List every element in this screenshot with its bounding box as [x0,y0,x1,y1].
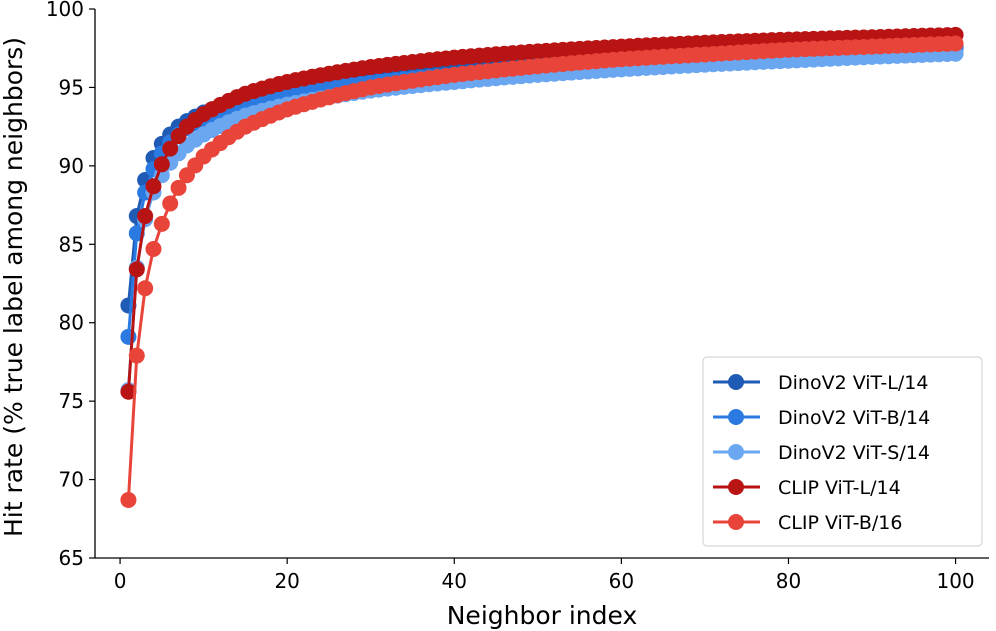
data-point [162,195,179,212]
x-tick-label: 40 [442,569,467,593]
legend-marker [728,479,744,495]
legend-frame [702,356,983,547]
legend-label: DinoV2 ViT-L/14 [778,372,928,394]
x-axis-title: Neighbor index [447,601,638,630]
x-tick-label: 80 [776,569,801,593]
series-4 [120,35,964,508]
legend: DinoV2 ViT-L/14 DinoV2 ViT-B/14 DinoV2 ViT… [702,356,983,547]
y-tick-label: 75 [59,389,84,413]
data-point [128,347,145,364]
legend-entry: DinoV2 ViT-L/14 [713,372,928,394]
y-tick-label: 80 [59,311,84,335]
legend-marker [728,444,744,460]
data-point [947,35,964,52]
legend-entry: CLIP ViT-L/14 [713,477,901,499]
y-tick-label: 85 [59,232,84,256]
data-point [170,179,187,196]
legend-marker [728,514,744,530]
series-layer [120,26,964,508]
y-tick-label: 90 [59,154,84,178]
data-point [162,140,179,157]
x-tick-label: 0 [114,569,127,593]
legend-entry: CLIP ViT-B/16 [713,512,902,534]
y-tick-label: 95 [59,75,84,99]
data-point [120,491,137,508]
data-point [145,178,162,195]
data-point [145,240,162,257]
y-tick-label: 100 [46,0,84,21]
legend-entry: DinoV2 ViT-S/14 [713,442,930,464]
legend-label: CLIP ViT-B/16 [778,512,902,534]
data-point [137,208,154,225]
legend-label: DinoV2 ViT-S/14 [778,442,930,464]
legend-label: DinoV2 ViT-B/14 [778,407,930,429]
y-axis-title: Hit rate (% true label among neighbors) [0,37,28,537]
series-3 [120,26,964,400]
legend-marker [728,409,744,425]
data-point [120,383,137,400]
ticks: 0 20 40 60 80 100 65 70 75 80 85 90 95 100 [46,0,975,593]
x-tick-label: 20 [274,569,299,593]
legend-label: CLIP ViT-L/14 [778,477,901,499]
legend-entry: DinoV2 ViT-B/14 [713,407,930,429]
data-point [128,261,145,278]
legend-marker [728,374,744,390]
y-tick-label: 70 [59,468,84,492]
data-point [137,280,154,297]
data-point [153,156,170,173]
data-point [153,215,170,232]
y-tick-label: 65 [59,546,84,570]
x-tick-label: 60 [609,569,634,593]
x-tick-label: 100 [936,569,974,593]
axes [94,9,989,559]
